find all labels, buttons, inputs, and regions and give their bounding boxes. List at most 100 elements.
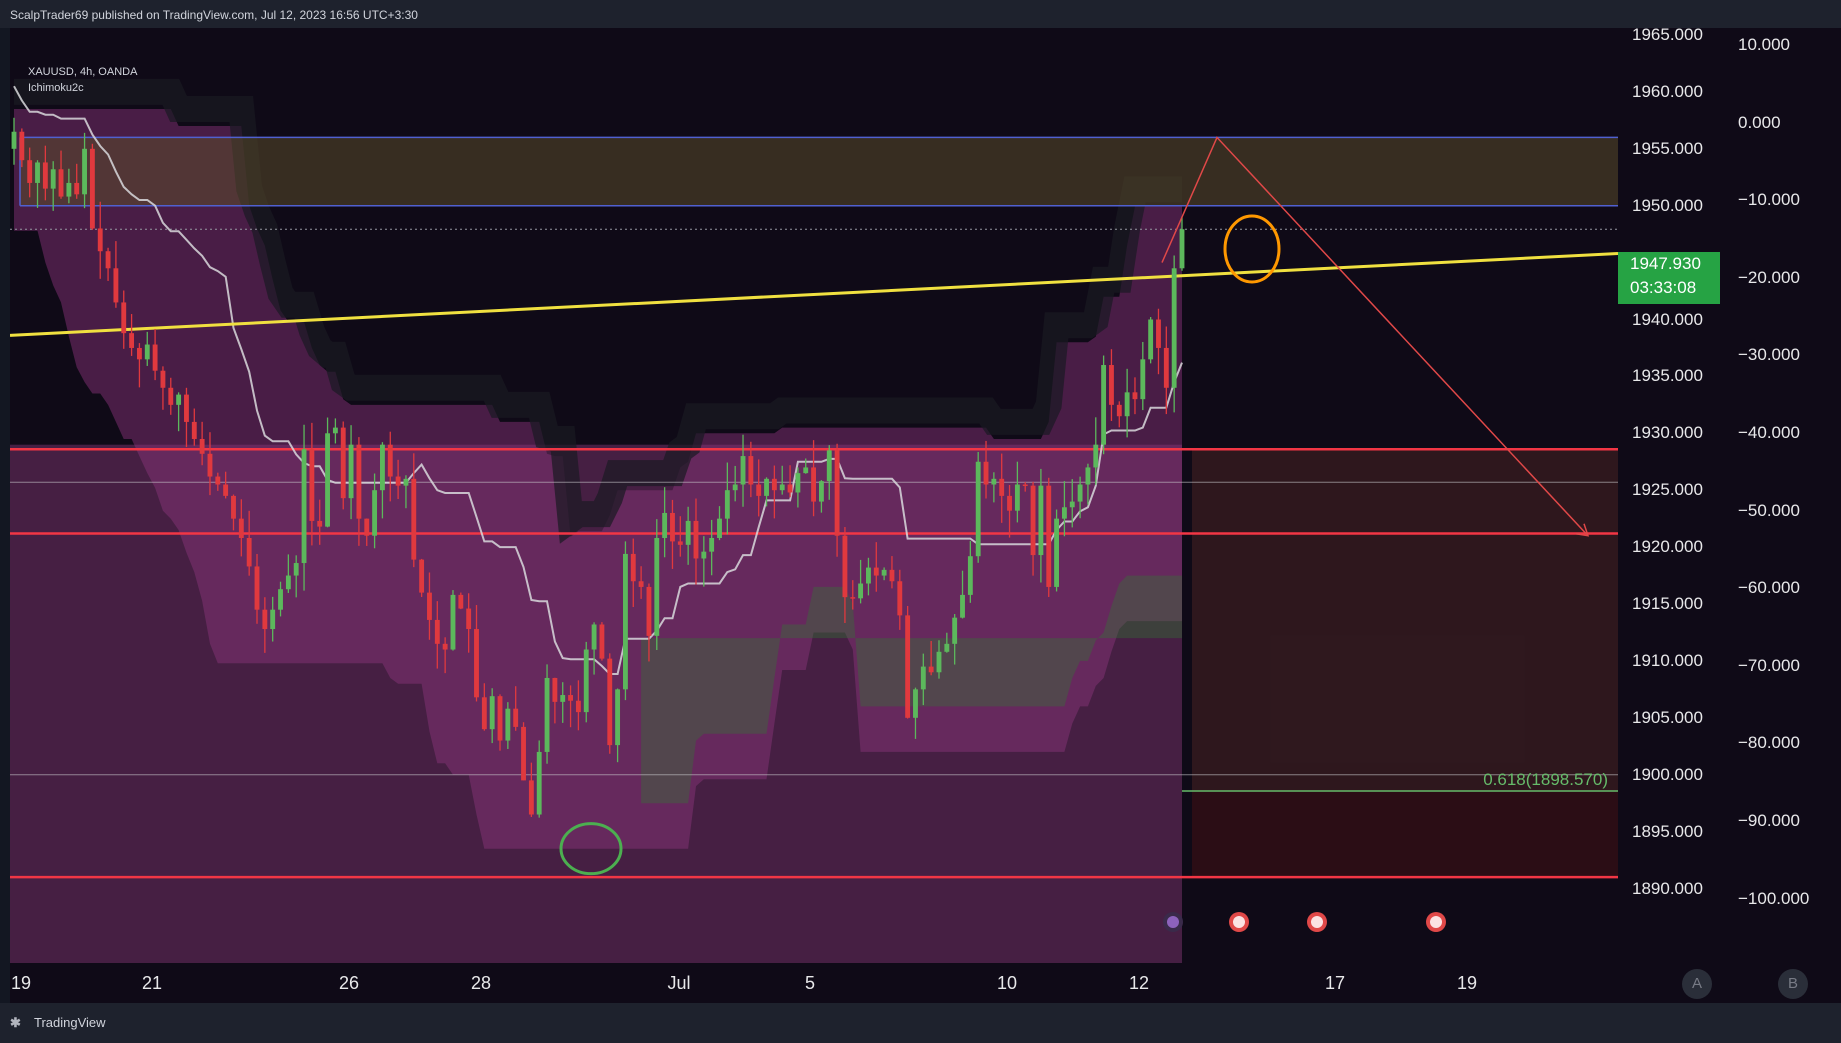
candle-79 <box>630 538 636 608</box>
candle-112 <box>889 556 895 589</box>
candle-body <box>717 518 722 538</box>
conversion-line <box>13 85 1183 675</box>
indicator-legend[interactable]: Ichimoku2c <box>28 82 84 94</box>
candle-body <box>364 518 370 536</box>
candle-127 <box>1007 485 1012 538</box>
chart-svg[interactable]: 0.618(1898.570) <box>10 28 1618 963</box>
candle-body <box>82 148 87 195</box>
candle-body <box>199 438 205 454</box>
candle-body <box>1140 359 1146 400</box>
lightning-icon <box>1163 912 1183 932</box>
candle-body <box>983 461 989 485</box>
candle-104 <box>826 445 832 500</box>
footer-brand[interactable]: TradingView <box>34 1015 106 1030</box>
candle-103 <box>818 480 824 513</box>
candle-body <box>920 666 926 690</box>
candle-145 <box>1148 317 1154 364</box>
candle-99 <box>787 465 793 498</box>
symbol-legend[interactable]: XAUUSD, 4h, OANDA <box>28 66 138 78</box>
candle-106 <box>842 527 848 623</box>
oscillator-axis[interactable]: 10.000 0.000 −10.000 −20.000 −30.000 −40.000 −… <box>1738 28 1841 963</box>
tradingview-logo-icon[interactable]: ✱ <box>10 1015 21 1030</box>
time-tick-label: 28 <box>470 973 492 993</box>
candle-13 <box>113 241 119 308</box>
candle-body <box>583 649 589 713</box>
candle-64 <box>513 686 519 731</box>
candle-135 <box>1069 479 1075 528</box>
oscillator-tick-label: −10.000 <box>1738 190 1800 210</box>
candle-110 <box>873 542 879 592</box>
scale-a-button[interactable]: A <box>1682 969 1712 999</box>
candle-body <box>999 478 1005 496</box>
candle-body <box>317 520 323 527</box>
yellow-trendline <box>10 251 1618 337</box>
scale-buttons: A B <box>1618 963 1841 1003</box>
price-tick-label: 1895.000 <box>1632 821 1703 841</box>
candle-76 <box>607 653 613 754</box>
candle-139 <box>1101 355 1107 455</box>
candle-132 <box>1046 477 1052 597</box>
candle-body <box>1046 485 1052 587</box>
price-tick-label: 1890.000 <box>1632 878 1703 898</box>
price-axis[interactable]: 1965.0001960.0001955.0001950.0001945.000… <box>1618 25 1738 963</box>
last-price-badge: 1947.930 03:33:08 <box>1618 252 1720 304</box>
candle-body <box>1030 485 1036 556</box>
candle-body <box>184 394 189 422</box>
publisher-header: ScalpTrader69 published on TradingView.c… <box>0 0 1841 28</box>
candle-97 <box>771 465 777 519</box>
candle-125 <box>991 472 997 503</box>
candle-108 <box>858 559 864 604</box>
candle-124 <box>983 440 989 499</box>
candle-body <box>35 162 40 183</box>
candle-14 <box>121 290 127 349</box>
candle-body <box>332 427 338 434</box>
candle-body <box>521 726 526 781</box>
price-tick-label: 1915.000 <box>1632 594 1703 613</box>
candle-body <box>1022 484 1028 487</box>
candle-24 <box>199 421 205 466</box>
candle-body <box>129 333 135 348</box>
candle-body <box>1061 507 1067 519</box>
oscillator-tick-label: −100.000 <box>1738 888 1810 908</box>
price-tick-label: 1940.000 <box>1632 309 1703 329</box>
candle-body <box>58 169 64 197</box>
candle-130 <box>1030 481 1036 576</box>
candle-body <box>293 563 299 576</box>
candle-body <box>615 689 621 746</box>
oscillator-tick-label: 10.000 <box>1738 35 1790 54</box>
candle-body <box>19 131 25 161</box>
candle-body <box>419 559 425 593</box>
candle-body <box>231 495 236 519</box>
candle-11 <box>97 201 103 279</box>
candle-119 <box>944 632 950 653</box>
candle-body <box>168 387 174 405</box>
candle-body <box>152 344 158 371</box>
candle-body <box>670 512 675 542</box>
candle-45 <box>364 518 370 546</box>
chart-plot-area[interactable]: 0.618(1898.570) XAUUSD, 4h, OANDA Ichimo… <box>10 28 1618 963</box>
bar-countdown: 03:33:08 <box>1630 278 1697 297</box>
candle-137 <box>1085 463 1091 505</box>
candle-body <box>427 592 432 620</box>
ichimoku-cloud <box>14 108 1182 849</box>
candle-body <box>121 302 127 334</box>
candle-23 <box>191 408 197 446</box>
candle-body <box>842 535 848 598</box>
candle-142 <box>1124 368 1130 438</box>
candle-138 <box>1093 417 1099 485</box>
scale-b-button[interactable]: B <box>1778 969 1808 999</box>
candle-62 <box>497 694 503 751</box>
oscillator-tick-label: 0.000 <box>1738 112 1781 132</box>
candle-body <box>591 624 597 650</box>
oscillator-tick-label: −40.000 <box>1738 423 1800 442</box>
candle-body <box>1116 404 1122 417</box>
candle-body <box>607 658 613 746</box>
candle-57 <box>458 592 464 610</box>
candle-body <box>881 569 887 576</box>
candle-body <box>270 609 276 630</box>
us-flag-icon <box>1426 912 1446 932</box>
candle-33 <box>270 596 276 642</box>
candle-32 <box>262 597 268 653</box>
time-axis[interactable]: 19 21 26 28 Jul 5 10 12 17 19 <box>10 963 1618 1003</box>
